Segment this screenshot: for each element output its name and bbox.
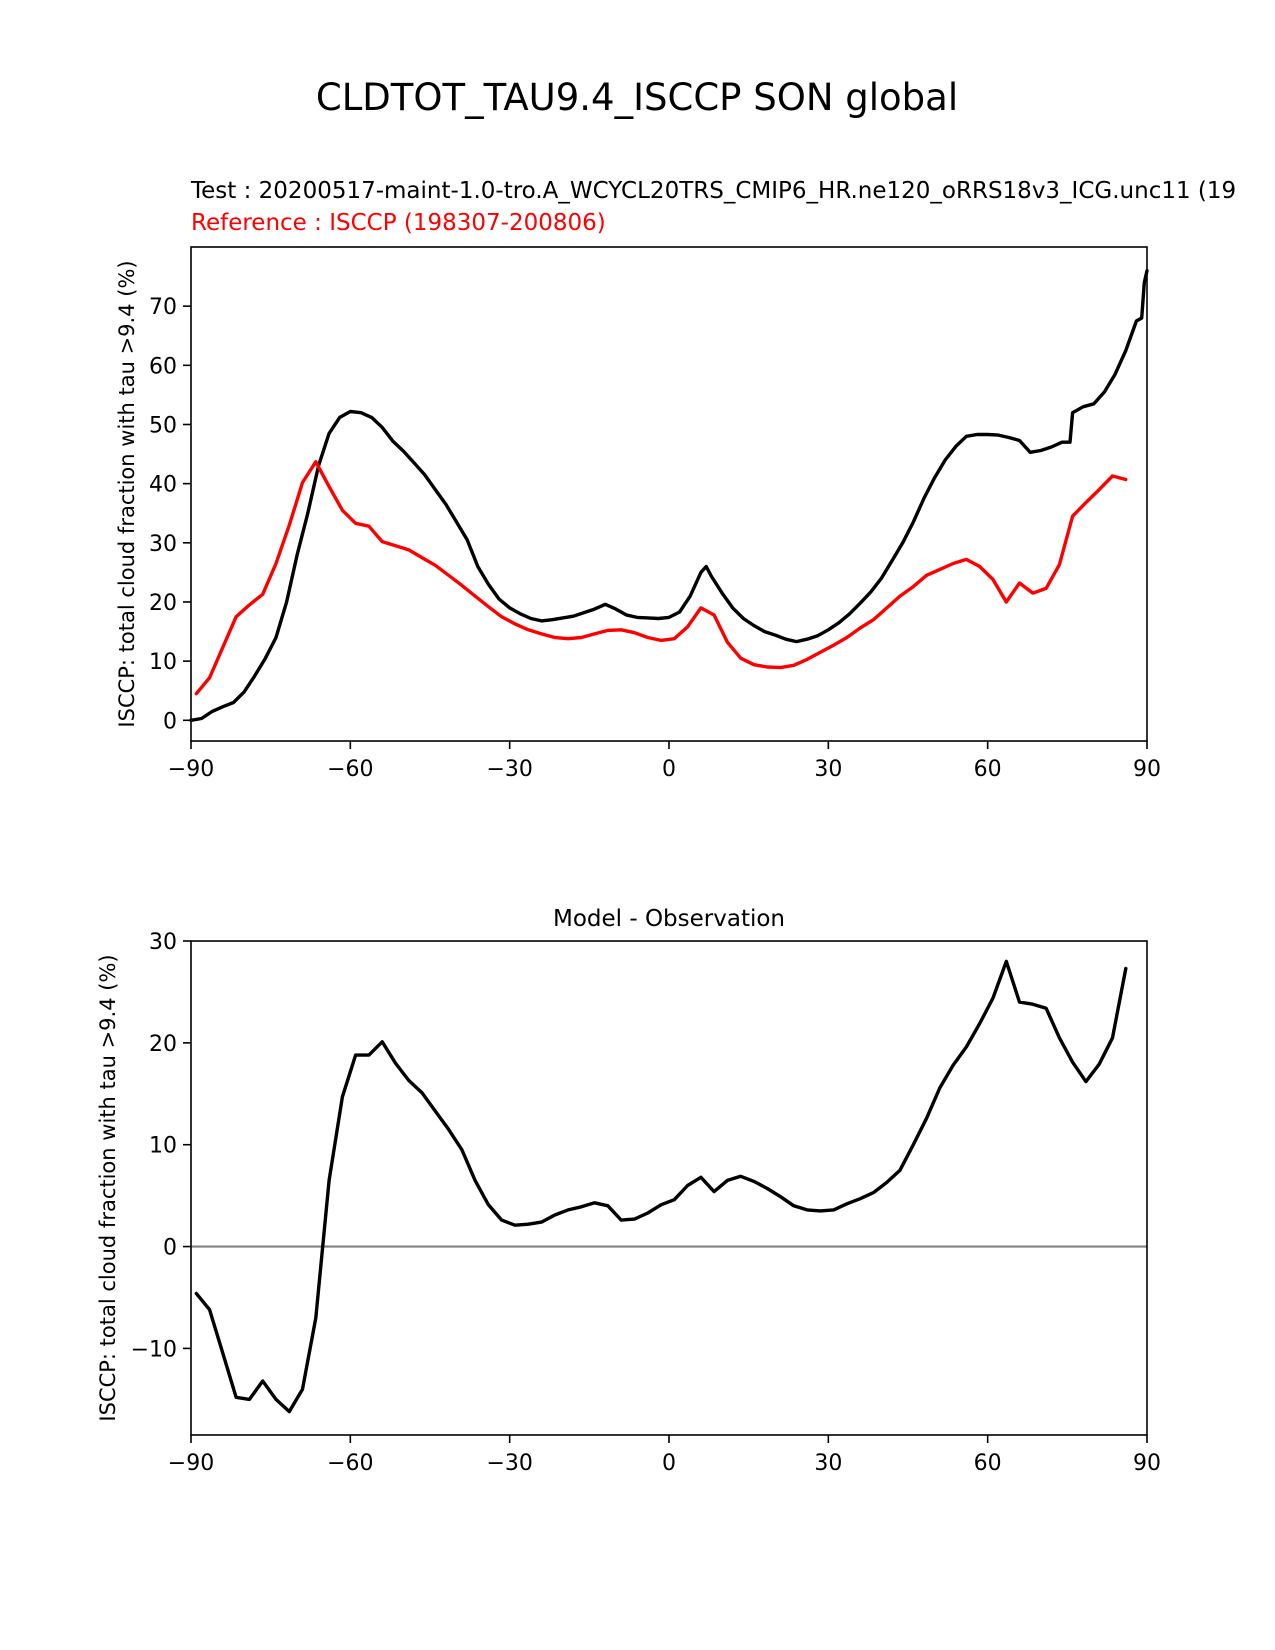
- reference-label: Reference : ISCCP (198307-200806): [191, 210, 606, 236]
- y-tick-label: 20: [149, 1032, 177, 1057]
- y-tick-label: 0: [163, 709, 177, 734]
- x-tick-label: −90: [168, 757, 214, 782]
- x-tick-label: 90: [1133, 1451, 1161, 1476]
- y-tick-label: 40: [149, 473, 177, 498]
- top-plot: −90 −60 −30 0 30 60 90 0 10 20 30 40 50 60 70 ISCCP: to…: [115, 246, 1161, 782]
- x-tick-label: 30: [814, 757, 842, 782]
- x-tick-label: −60: [327, 1451, 373, 1476]
- x-tick-label: 0: [662, 1451, 676, 1476]
- x-tick-label: −60: [327, 757, 373, 782]
- x-tick-label: 0: [662, 757, 676, 782]
- y-tick-label: 20: [149, 591, 177, 616]
- plot-frame: [190, 940, 1148, 1436]
- x-tick-label: 60: [974, 1451, 1002, 1476]
- x-tick-label: −30: [486, 757, 532, 782]
- y-tick-label: 30: [149, 532, 177, 557]
- series-test-line: [189, 269, 1149, 722]
- y-axis-label: ISCCP: total cloud fraction with tau >9.…: [115, 260, 139, 727]
- y-tick-label: −10: [131, 1337, 177, 1362]
- x-tick-label: 90: [1133, 757, 1161, 782]
- x-tick-label: 60: [974, 757, 1002, 782]
- x-tick-label: 30: [814, 1451, 842, 1476]
- figure-title: CLDTOT_TAU9.4_ISCCP SON global: [316, 76, 958, 119]
- y-tick-label: 0: [163, 1236, 177, 1261]
- y-tick-label: 30: [149, 930, 177, 955]
- y-tick-label: 50: [149, 413, 177, 438]
- x-tick-label: −30: [486, 1451, 532, 1476]
- y-axis-label: ISCCP: total cloud fraction with tau >9.…: [96, 954, 120, 1421]
- series-diff-line: [194, 959, 1128, 1414]
- test-label: Test : 20200517-maint-1.0-tro.A_WCYCL20T…: [190, 178, 1236, 204]
- x-tick-label: −90: [168, 1451, 214, 1476]
- y-tick-label: 70: [149, 295, 177, 320]
- series-reference-line: [194, 460, 1128, 696]
- diff-title: Model - Observation: [553, 906, 785, 932]
- bottom-plot: −90 −60 −30 0 30 60 90 −10 0 10 20 30 ISCCP: total c…: [96, 930, 1161, 1476]
- y-tick-label: 10: [149, 1134, 177, 1159]
- y-tick-label: 60: [149, 354, 177, 379]
- y-tick-label: 10: [149, 650, 177, 675]
